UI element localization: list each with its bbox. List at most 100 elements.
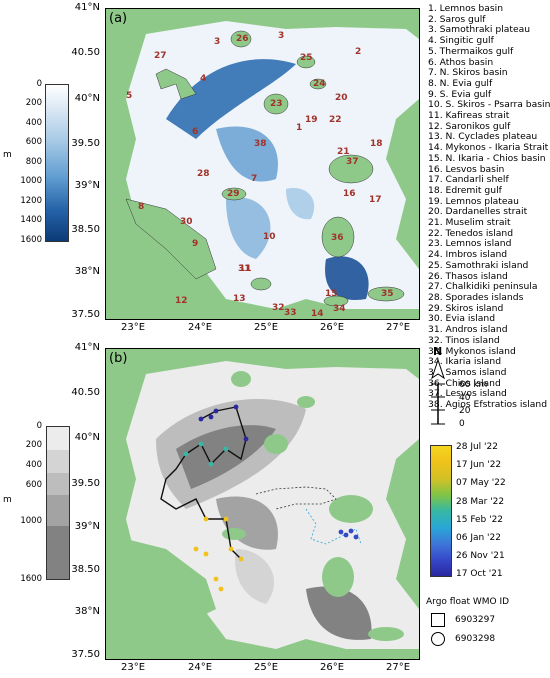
legend-item: 21. Muselim strait bbox=[428, 217, 511, 229]
depth-colorbar-a bbox=[45, 84, 69, 242]
colorbar-tick: 1400 bbox=[20, 215, 42, 225]
lon-label: 26°E bbox=[319, 662, 345, 673]
legend-item: 20. Dardanelles strait bbox=[428, 206, 528, 218]
legend-item: 19. Lemnos plateau bbox=[428, 195, 519, 207]
place-number: 29 bbox=[227, 189, 240, 199]
place-number: 23 bbox=[270, 99, 283, 109]
place-number: 8 bbox=[138, 202, 145, 212]
legend-item: 2. Saros gulf bbox=[428, 13, 486, 25]
legend-item: 22. Tenedos island bbox=[428, 227, 514, 239]
time-tick: 06 Jan '22 bbox=[456, 533, 501, 543]
place-number: 13 bbox=[233, 294, 246, 304]
legend-item: 32. Tinos island bbox=[428, 334, 500, 346]
place-number: 1 bbox=[296, 123, 303, 133]
legend-item: 23. Lemnos island bbox=[428, 238, 512, 250]
place-number: 26 bbox=[236, 34, 249, 44]
place-number: 3 bbox=[278, 31, 285, 41]
lon-label: 24°E bbox=[187, 662, 213, 673]
legend-item: 12. Saronikos gulf bbox=[428, 120, 511, 132]
lat-label: 38.50 bbox=[71, 564, 100, 575]
place-number: 15 bbox=[325, 289, 338, 299]
legend-item: 36. Chios island bbox=[428, 377, 501, 389]
legend-item: 25. Samothraki island bbox=[428, 259, 529, 271]
place-number: 31 bbox=[238, 264, 251, 274]
lat-label: 40°N bbox=[74, 93, 100, 104]
place-number: 25 bbox=[300, 53, 313, 63]
legend-item: 26. Thasos island bbox=[428, 270, 508, 282]
legend-item: 16. Lesvos basin bbox=[428, 163, 505, 175]
lat-label: 38°N bbox=[74, 266, 100, 277]
legend-item: 29. Skiros island bbox=[428, 302, 504, 314]
place-number: 9 bbox=[192, 239, 199, 249]
north-label: N bbox=[433, 345, 443, 358]
legend-item: 7. N. Skiros basin bbox=[428, 67, 508, 79]
lat-label: 40.50 bbox=[71, 47, 100, 58]
place-number: 4 bbox=[200, 74, 207, 84]
colorbar-tick: 400 bbox=[25, 460, 42, 470]
colorbar-tick: 600 bbox=[25, 480, 42, 490]
place-number: 38 bbox=[254, 139, 267, 149]
lat-label: 39°N bbox=[74, 180, 100, 191]
lat-label: 39°N bbox=[74, 521, 100, 532]
legend-item: 6. Athos basin bbox=[428, 56, 494, 68]
legend-item: 37. Lesvos island bbox=[428, 388, 507, 400]
legend-item: 4. Singitic gulf bbox=[428, 35, 494, 47]
colorbar-tick: 800 bbox=[25, 157, 42, 167]
float-id: 6903297 bbox=[455, 615, 496, 625]
legend-item: 17. Candarli shelf bbox=[428, 174, 509, 186]
lat-label: 37.50 bbox=[71, 309, 100, 320]
scale-tick: 0 bbox=[459, 419, 465, 429]
legend-item: 9. S. Evia gulf bbox=[428, 88, 492, 100]
float-id: 6903298 bbox=[455, 634, 496, 644]
colorbar-tick: 200 bbox=[25, 440, 42, 450]
colorbar-unit: m bbox=[3, 495, 12, 505]
lat-label: 37.50 bbox=[71, 649, 100, 660]
lat-label: 40°N bbox=[74, 432, 100, 443]
place-number: 21 bbox=[337, 147, 350, 157]
lat-label: 38.50 bbox=[71, 224, 100, 235]
map-panel-b: (b) bbox=[105, 348, 420, 660]
float-track-6903297 bbox=[255, 486, 337, 510]
colorbar-tick: 0 bbox=[36, 79, 42, 89]
bathymetry-map-a bbox=[125, 21, 419, 309]
lon-label: 26°E bbox=[319, 322, 345, 333]
legend-item: 38. Agios Efstratios island bbox=[428, 399, 548, 411]
panel-b-label: (b) bbox=[109, 351, 128, 366]
place-number: 27 bbox=[154, 51, 167, 61]
depth-colorbar-b bbox=[46, 426, 70, 580]
place-legend: 1. Lemnos basin 2. Saros gulf 3. Samothr… bbox=[428, 3, 550, 411]
colorbar-tick: 0 bbox=[36, 421, 42, 431]
legend-item: 33. Mykonos island bbox=[428, 345, 516, 357]
place-number: 5 bbox=[126, 91, 133, 101]
place-number: 30 bbox=[180, 217, 193, 227]
legend-item: 35. Samos island bbox=[428, 366, 507, 378]
place-number: 6 bbox=[192, 127, 199, 137]
lat-label: 41°N bbox=[74, 2, 100, 13]
place-number: 10 bbox=[263, 232, 276, 242]
colorbar-tick: 1600 bbox=[20, 235, 42, 245]
colorbar-tick: 1200 bbox=[20, 196, 42, 206]
place-number: 28 bbox=[197, 169, 210, 179]
colorbar-unit: m bbox=[3, 150, 12, 160]
lon-label: 25°E bbox=[253, 662, 279, 673]
place-number: 19 bbox=[305, 115, 318, 125]
time-tick: 17 Jun '22 bbox=[456, 460, 502, 470]
scale-tick: 20 bbox=[459, 406, 471, 416]
legend-item: 8. N. Evia gulf bbox=[428, 77, 493, 89]
legend-item: 31. Andros island bbox=[428, 324, 508, 336]
scale-label: 60 km bbox=[459, 380, 488, 390]
place-number: 33 bbox=[284, 308, 297, 318]
place-number: 35 bbox=[381, 289, 394, 299]
lon-label: 24°E bbox=[187, 322, 213, 333]
legend-item: 13. N. Cyclades plateau bbox=[428, 131, 538, 143]
place-number: 18 bbox=[370, 139, 383, 149]
legend-item: 27. Chalkidiki peninsula bbox=[428, 281, 538, 293]
place-number: 14 bbox=[311, 309, 324, 319]
place-number: 36 bbox=[331, 233, 344, 243]
time-tick: 26 Nov '21 bbox=[456, 551, 505, 561]
place-number: 22 bbox=[329, 115, 342, 125]
legend-item: 14. Mykonos - Ikaria Strait bbox=[428, 142, 549, 154]
circle-marker-icon bbox=[431, 632, 445, 646]
colorbar-tick: 1600 bbox=[20, 574, 42, 584]
place-number: 12 bbox=[175, 296, 188, 306]
